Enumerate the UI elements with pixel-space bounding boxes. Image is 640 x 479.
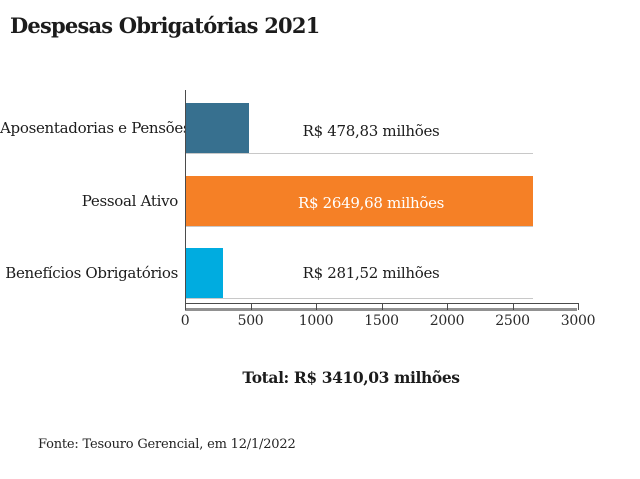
value-label-beneficios: R$ 281,52 milhões bbox=[302, 264, 440, 282]
x-tick-label: 2500 bbox=[495, 313, 530, 329]
x-tick-label: 0 bbox=[180, 313, 190, 329]
source-note: Fonte: Tesouro Gerencial, em 12/1/2022 bbox=[38, 437, 296, 452]
x-tick bbox=[185, 303, 186, 310]
x-tick bbox=[578, 303, 579, 310]
category-label-pessoal-ativo: Pessoal Ativo bbox=[81, 192, 179, 210]
x-tick-label: 1500 bbox=[364, 313, 399, 329]
category-label-aposentadorias: Aposentadorias e Pensões bbox=[0, 119, 191, 137]
x-tick-label: 2000 bbox=[429, 313, 465, 329]
value-label-aposentadorias: R$ 478,83 milhões bbox=[302, 122, 440, 140]
row-baseline bbox=[186, 153, 533, 154]
category-label-beneficios: Benefícios Obrigatórios bbox=[5, 264, 178, 282]
x-tick bbox=[381, 303, 383, 310]
row-baseline bbox=[186, 298, 533, 299]
x-tick-label: 500 bbox=[237, 313, 264, 329]
chart-title: Despesas Obrigatórias 2021 bbox=[10, 13, 320, 38]
x-tick-label: 1000 bbox=[298, 313, 334, 329]
bar-pessoal-ativo bbox=[186, 176, 534, 226]
bar-beneficios bbox=[186, 248, 223, 298]
row-baseline bbox=[186, 226, 533, 227]
x-axis-band bbox=[185, 308, 577, 311]
y-axis-line bbox=[185, 90, 186, 310]
x-tick bbox=[316, 303, 317, 310]
x-tick bbox=[512, 303, 514, 310]
value-label-pessoal-ativo: R$ 2649,68 milhões bbox=[297, 194, 445, 212]
x-tick-label: 3000 bbox=[560, 313, 596, 329]
total-label: Total: R$ 3410,03 milhões bbox=[242, 368, 460, 387]
x-tick bbox=[250, 303, 252, 310]
bar-aposentadorias bbox=[186, 103, 249, 153]
x-tick bbox=[447, 303, 448, 310]
